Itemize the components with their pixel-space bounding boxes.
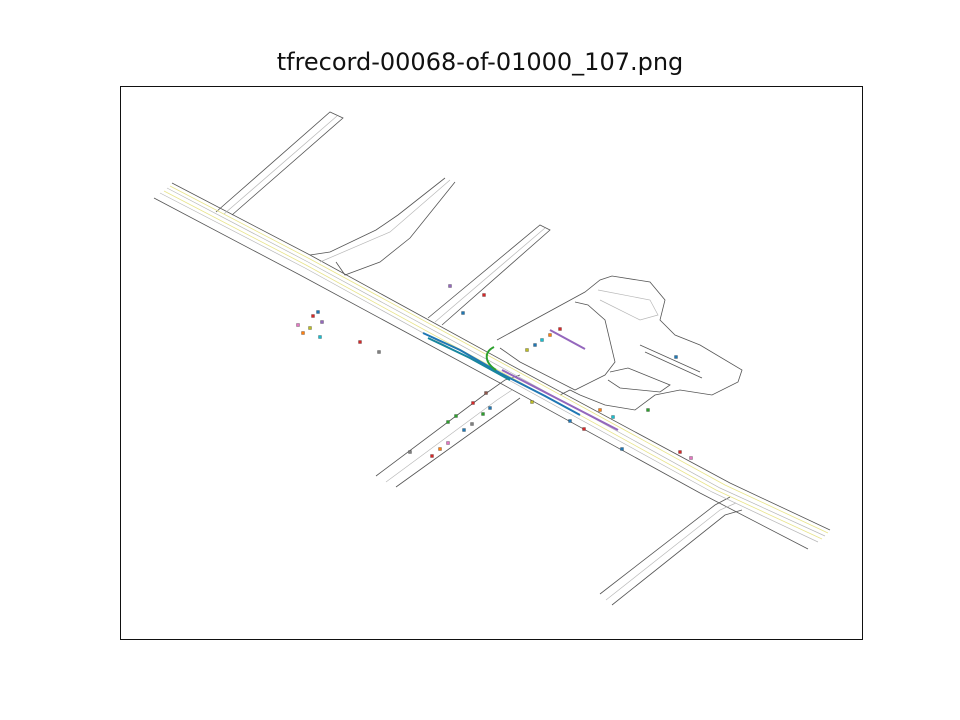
agent-marker [612, 416, 615, 419]
lane-center [386, 390, 512, 482]
trajectory-purple-2 [550, 330, 585, 349]
agent-marker [449, 285, 452, 288]
agent-marker [439, 448, 442, 451]
road-edge [640, 345, 700, 372]
agent-marker [463, 429, 466, 432]
road-edge [396, 398, 520, 487]
agent-marker [569, 420, 572, 423]
agent-marker [472, 402, 475, 405]
agent-marker [534, 344, 537, 347]
trajectory-teal [428, 338, 510, 380]
agent-marker [647, 409, 650, 412]
agent-marker [485, 392, 488, 395]
agent-marker [312, 315, 315, 318]
lane-center [435, 228, 545, 322]
agent-marker [317, 311, 320, 314]
agent-marker [462, 312, 465, 315]
agent-marker [482, 413, 485, 416]
agent-marker [321, 321, 324, 324]
trajectory-purple [502, 370, 618, 430]
trajectory-blue [423, 333, 580, 415]
agent-marker [549, 334, 552, 337]
road-edges [154, 112, 830, 605]
road-edge [336, 182, 455, 275]
agent-marker [359, 341, 362, 344]
agent-marker [378, 351, 381, 354]
lane-center [320, 180, 450, 262]
road-edge [645, 352, 702, 378]
lane-center [167, 188, 825, 536]
agent-marker [675, 356, 678, 359]
agent-marker [690, 457, 693, 460]
road-edge [172, 183, 830, 530]
road-edge [376, 375, 520, 476]
agent-marker [483, 294, 486, 297]
agent-marker [309, 327, 312, 330]
lane-center [598, 290, 658, 320]
agent-marker [302, 332, 305, 335]
road-edge [428, 225, 550, 325]
lane-marking-yellow [164, 191, 822, 539]
road-edge [154, 198, 808, 549]
agent-marker [455, 415, 458, 418]
lane-center [224, 116, 337, 214]
road-edge [310, 178, 445, 255]
road-edge [608, 368, 670, 392]
agent-marker [447, 421, 450, 424]
lane-marking-yellow [170, 186, 828, 533]
agent-marker [409, 451, 412, 454]
agent-marker [471, 423, 474, 426]
agent-marker [599, 409, 602, 412]
agent-marker [297, 324, 300, 327]
agent-marker [431, 455, 434, 458]
agent-marker [531, 401, 534, 404]
agent-marker [526, 349, 529, 352]
agent-marker [319, 336, 322, 339]
agent-marker [621, 448, 624, 451]
lane-center [606, 503, 736, 600]
road-edge [600, 497, 730, 594]
agent-marker [559, 328, 562, 331]
road-edge [612, 510, 742, 605]
agent-marker [447, 442, 450, 445]
agent-marker [679, 451, 682, 454]
agent-marker [583, 428, 586, 431]
agent-marker [489, 407, 492, 410]
agent-marker [541, 339, 544, 342]
